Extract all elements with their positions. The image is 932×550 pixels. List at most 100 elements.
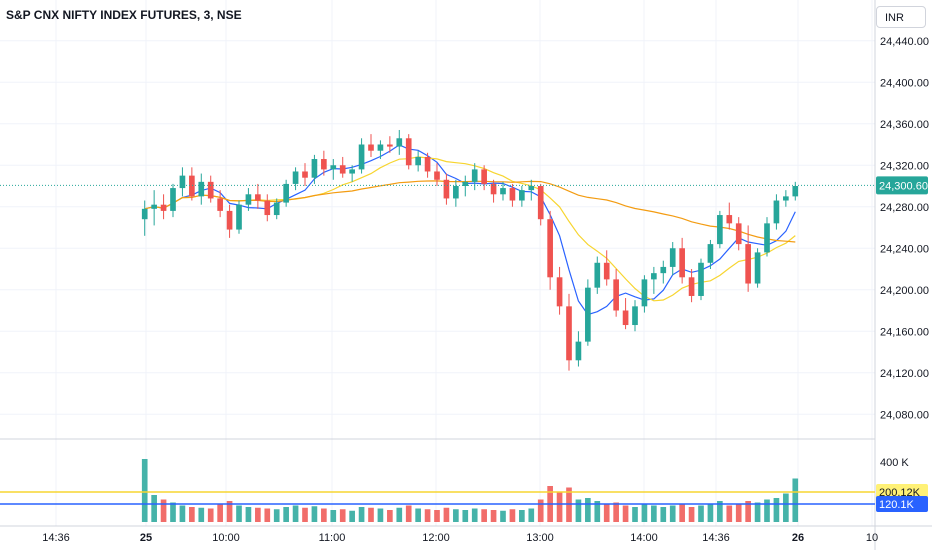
candle-body [641, 279, 648, 307]
volume-bar [302, 507, 308, 522]
price-tick-label: 24,280.00 [880, 202, 929, 214]
volume-bar [396, 507, 403, 522]
volume-bar [660, 507, 667, 522]
price-tick-label: 24,120.00 [880, 368, 929, 380]
volume-bar [707, 504, 714, 522]
price-axis: 24,440.00 24,400.00 24,360.00 24,320.00 24,2… [880, 36, 929, 422]
volume-bar [443, 507, 450, 522]
volume-bar [651, 505, 657, 522]
price-tick-label: 24,440.00 [880, 36, 929, 48]
volume-tick-label: 400 K [880, 457, 909, 469]
volume-bar [556, 492, 563, 522]
volume-bar [236, 505, 242, 522]
candle-body [264, 200, 271, 216]
candle-body [321, 159, 327, 170]
volume-bar [349, 510, 355, 522]
candle-body [189, 175, 195, 197]
candle-body [717, 215, 723, 245]
candle-body [726, 215, 733, 224]
candle-body [603, 262, 610, 280]
candle-body [434, 171, 440, 180]
time-tick-label: 10 [866, 532, 878, 544]
candle-body [405, 138, 412, 166]
candle-body [660, 266, 667, 274]
volume-bar [453, 509, 459, 522]
candle-body [453, 186, 459, 199]
ma-fast-line [144, 144, 796, 316]
candle-body [622, 310, 629, 326]
volume-bar [519, 510, 525, 522]
price-tick-label: 24,320.00 [880, 160, 929, 172]
volume-bar [368, 507, 374, 522]
candle-body [783, 196, 789, 201]
candle-body [462, 181, 469, 186]
volume-bar [358, 507, 365, 522]
volume-bars [0, 459, 875, 522]
candle-body [160, 204, 167, 211]
candle-body [339, 165, 346, 174]
candle-body [688, 277, 695, 296]
candle-body [745, 244, 751, 284]
volume-bar [434, 510, 440, 522]
candle-body [349, 169, 355, 174]
candle-body [443, 179, 450, 199]
candle-body [556, 277, 563, 307]
volume-bar [566, 487, 572, 522]
moving-averages [144, 144, 796, 316]
candle-body [311, 159, 318, 178]
volume-bar [283, 507, 289, 522]
candle-body [481, 169, 487, 184]
price-tick-label: 24,200.00 [880, 285, 929, 297]
volume-bar [688, 507, 695, 522]
volume-bar [783, 493, 789, 522]
candle-body [368, 144, 374, 151]
candle-body [537, 186, 544, 220]
price-tick-label: 24,400.00 [880, 77, 929, 89]
volume-bar [490, 510, 497, 522]
volume-bar [415, 508, 421, 522]
candle-body [358, 144, 365, 170]
candle-body [735, 223, 742, 245]
volume-bar [641, 504, 648, 522]
volume-bar [585, 498, 591, 522]
candle-body [377, 144, 384, 151]
volume-bar [292, 505, 299, 522]
volume-bar [226, 501, 233, 522]
volume-bar [273, 509, 280, 522]
volume-bar [255, 507, 261, 522]
volume-bar [764, 499, 770, 522]
volume-bar [622, 505, 629, 522]
volume-bar [141, 459, 148, 522]
volume-bar [217, 504, 223, 522]
candle-body [754, 252, 761, 284]
candle-body [283, 183, 289, 203]
time-tick-label: 14:00 [630, 532, 658, 544]
volume-bar [387, 510, 393, 522]
volume-ma-label: 200.12K [879, 487, 921, 499]
time-axis: 14:36 25 10:00 11:00 12:00 13:00 14:00 14:36 26 1… [42, 532, 878, 544]
candle-body [245, 194, 252, 205]
candle-body [519, 190, 525, 201]
volume-bar [726, 505, 733, 522]
volume-current-tag [876, 495, 928, 512]
chart-title[interactable]: S&P CNX NIFTY INDEX FUTURES, 3, NSE [6, 8, 242, 22]
volume-bar [745, 501, 751, 522]
currency-selector[interactable]: INR [876, 6, 926, 28]
time-tick-label: 14:36 [42, 532, 70, 544]
volume-bar [603, 504, 610, 522]
candle-body [141, 208, 148, 220]
time-tick-label: 25 [140, 532, 152, 544]
volume-bar [773, 498, 780, 522]
candle-body [490, 183, 497, 195]
volume-bar [613, 502, 619, 522]
candle-body [500, 188, 506, 195]
candle-body [198, 181, 205, 197]
volume-bar [179, 505, 186, 522]
price-tick-label: 24,080.00 [880, 409, 929, 421]
chart-grid [0, 0, 875, 526]
candle-body [764, 223, 770, 253]
time-tick-label: 11:00 [319, 532, 346, 544]
volume-bar [471, 508, 478, 522]
